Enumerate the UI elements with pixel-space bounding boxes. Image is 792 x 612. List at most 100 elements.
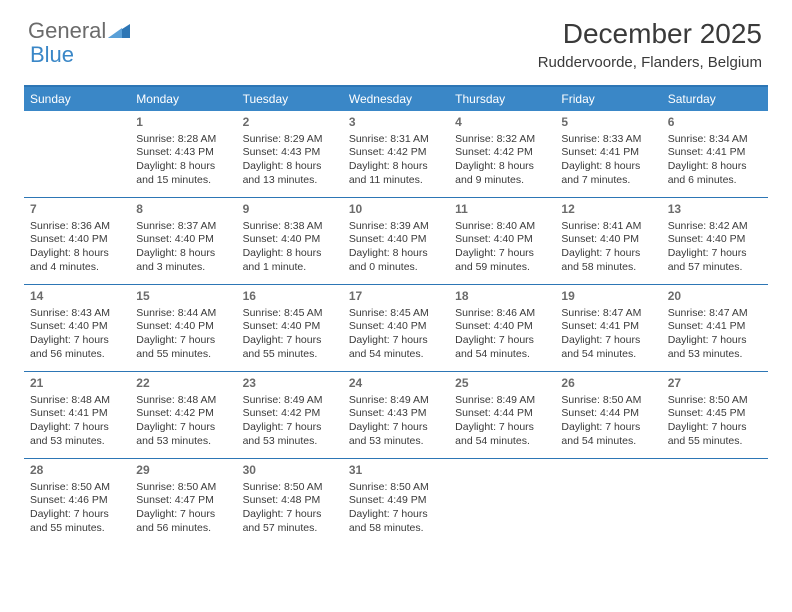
sunrise-text: Sunrise: 8:48 AM	[30, 394, 124, 408]
dow-thursday: Thursday	[449, 87, 555, 111]
sunrise-text: Sunrise: 8:45 AM	[349, 307, 443, 321]
daylight-text: Daylight: 7 hours and 56 minutes.	[136, 508, 230, 535]
day-number: 31	[349, 463, 443, 479]
sunset-text: Sunset: 4:41 PM	[668, 146, 762, 160]
day-cell: 5Sunrise: 8:33 AMSunset: 4:41 PMDaylight…	[555, 111, 661, 197]
week-row: 14Sunrise: 8:43 AMSunset: 4:40 PMDayligh…	[24, 285, 768, 372]
day-cell: 21Sunrise: 8:48 AMSunset: 4:41 PMDayligh…	[24, 372, 130, 458]
day-cell: 6Sunrise: 8:34 AMSunset: 4:41 PMDaylight…	[662, 111, 768, 197]
sunset-text: Sunset: 4:42 PM	[243, 407, 337, 421]
day-number: 12	[561, 202, 655, 218]
day-cell	[555, 459, 661, 545]
logo-word-1: General	[28, 18, 106, 44]
day-cell: 22Sunrise: 8:48 AMSunset: 4:42 PMDayligh…	[130, 372, 236, 458]
daylight-text: Daylight: 7 hours and 55 minutes.	[243, 334, 337, 361]
daylight-text: Daylight: 7 hours and 58 minutes.	[349, 508, 443, 535]
day-cell: 25Sunrise: 8:49 AMSunset: 4:44 PMDayligh…	[449, 372, 555, 458]
day-cell: 2Sunrise: 8:29 AMSunset: 4:43 PMDaylight…	[237, 111, 343, 197]
day-number: 11	[455, 202, 549, 218]
logo-word-2: Blue	[30, 42, 74, 68]
day-number: 3	[349, 115, 443, 131]
sunrise-text: Sunrise: 8:50 AM	[561, 394, 655, 408]
day-cell	[449, 459, 555, 545]
day-cell: 13Sunrise: 8:42 AMSunset: 4:40 PMDayligh…	[662, 198, 768, 284]
daylight-text: Daylight: 7 hours and 54 minutes.	[561, 334, 655, 361]
sunrise-text: Sunrise: 8:49 AM	[243, 394, 337, 408]
daylight-text: Daylight: 7 hours and 54 minutes.	[455, 421, 549, 448]
sunrise-text: Sunrise: 8:49 AM	[349, 394, 443, 408]
day-number: 15	[136, 289, 230, 305]
daylight-text: Daylight: 7 hours and 57 minutes.	[668, 247, 762, 274]
day-cell: 30Sunrise: 8:50 AMSunset: 4:48 PMDayligh…	[237, 459, 343, 545]
day-number: 2	[243, 115, 337, 131]
day-cell: 28Sunrise: 8:50 AMSunset: 4:46 PMDayligh…	[24, 459, 130, 545]
day-cell: 11Sunrise: 8:40 AMSunset: 4:40 PMDayligh…	[449, 198, 555, 284]
daylight-text: Daylight: 8 hours and 4 minutes.	[30, 247, 124, 274]
sunrise-text: Sunrise: 8:38 AM	[243, 220, 337, 234]
sunrise-text: Sunrise: 8:29 AM	[243, 133, 337, 147]
sunrise-text: Sunrise: 8:50 AM	[243, 481, 337, 495]
daylight-text: Daylight: 8 hours and 0 minutes.	[349, 247, 443, 274]
sunrise-text: Sunrise: 8:44 AM	[136, 307, 230, 321]
day-number: 22	[136, 376, 230, 392]
dow-friday: Friday	[555, 87, 661, 111]
sunrise-text: Sunrise: 8:48 AM	[136, 394, 230, 408]
day-cell: 23Sunrise: 8:49 AMSunset: 4:42 PMDayligh…	[237, 372, 343, 458]
day-number: 9	[243, 202, 337, 218]
day-cell: 1Sunrise: 8:28 AMSunset: 4:43 PMDaylight…	[130, 111, 236, 197]
daylight-text: Daylight: 7 hours and 53 minutes.	[136, 421, 230, 448]
day-cell: 14Sunrise: 8:43 AMSunset: 4:40 PMDayligh…	[24, 285, 130, 371]
daylight-text: Daylight: 7 hours and 55 minutes.	[136, 334, 230, 361]
day-number: 25	[455, 376, 549, 392]
day-number: 14	[30, 289, 124, 305]
sunset-text: Sunset: 4:40 PM	[243, 233, 337, 247]
logo: General	[28, 18, 130, 44]
week-row: 21Sunrise: 8:48 AMSunset: 4:41 PMDayligh…	[24, 372, 768, 459]
daylight-text: Daylight: 8 hours and 11 minutes.	[349, 160, 443, 187]
day-number: 17	[349, 289, 443, 305]
sunset-text: Sunset: 4:44 PM	[561, 407, 655, 421]
daylight-text: Daylight: 7 hours and 53 minutes.	[30, 421, 124, 448]
sunset-text: Sunset: 4:41 PM	[30, 407, 124, 421]
sunrise-text: Sunrise: 8:32 AM	[455, 133, 549, 147]
day-number: 28	[30, 463, 124, 479]
sunset-text: Sunset: 4:40 PM	[136, 320, 230, 334]
sunrise-text: Sunrise: 8:50 AM	[349, 481, 443, 495]
sunset-text: Sunset: 4:40 PM	[455, 320, 549, 334]
sunset-text: Sunset: 4:40 PM	[30, 233, 124, 247]
day-cell: 20Sunrise: 8:47 AMSunset: 4:41 PMDayligh…	[662, 285, 768, 371]
sunset-text: Sunset: 4:40 PM	[30, 320, 124, 334]
sunset-text: Sunset: 4:49 PM	[349, 494, 443, 508]
day-number: 10	[349, 202, 443, 218]
sunset-text: Sunset: 4:43 PM	[136, 146, 230, 160]
daylight-text: Daylight: 7 hours and 54 minutes.	[455, 334, 549, 361]
day-number: 27	[668, 376, 762, 392]
sunset-text: Sunset: 4:40 PM	[349, 233, 443, 247]
sunset-text: Sunset: 4:40 PM	[243, 320, 337, 334]
sunrise-text: Sunrise: 8:36 AM	[30, 220, 124, 234]
day-cell: 17Sunrise: 8:45 AMSunset: 4:40 PMDayligh…	[343, 285, 449, 371]
sunset-text: Sunset: 4:48 PM	[243, 494, 337, 508]
sunset-text: Sunset: 4:43 PM	[243, 146, 337, 160]
sunset-text: Sunset: 4:41 PM	[561, 320, 655, 334]
day-cell: 27Sunrise: 8:50 AMSunset: 4:45 PMDayligh…	[662, 372, 768, 458]
calendar: Sunday Monday Tuesday Wednesday Thursday…	[24, 85, 768, 545]
sunrise-text: Sunrise: 8:34 AM	[668, 133, 762, 147]
title-block: December 2025 Ruddervoorde, Flanders, Be…	[538, 18, 762, 71]
sunset-text: Sunset: 4:40 PM	[349, 320, 443, 334]
day-number: 1	[136, 115, 230, 131]
daylight-text: Daylight: 8 hours and 1 minute.	[243, 247, 337, 274]
daylight-text: Daylight: 8 hours and 9 minutes.	[455, 160, 549, 187]
sunrise-text: Sunrise: 8:47 AM	[668, 307, 762, 321]
logo-triangle-icon	[108, 22, 130, 40]
daylight-text: Daylight: 8 hours and 6 minutes.	[668, 160, 762, 187]
day-number: 18	[455, 289, 549, 305]
week-row: 7Sunrise: 8:36 AMSunset: 4:40 PMDaylight…	[24, 198, 768, 285]
week-row: 28Sunrise: 8:50 AMSunset: 4:46 PMDayligh…	[24, 459, 768, 545]
day-number: 24	[349, 376, 443, 392]
day-number: 8	[136, 202, 230, 218]
location: Ruddervoorde, Flanders, Belgium	[538, 54, 762, 71]
header: General December 2025 Ruddervoorde, Flan…	[0, 0, 792, 75]
weeks-container: 1Sunrise: 8:28 AMSunset: 4:43 PMDaylight…	[24, 111, 768, 545]
day-number: 23	[243, 376, 337, 392]
